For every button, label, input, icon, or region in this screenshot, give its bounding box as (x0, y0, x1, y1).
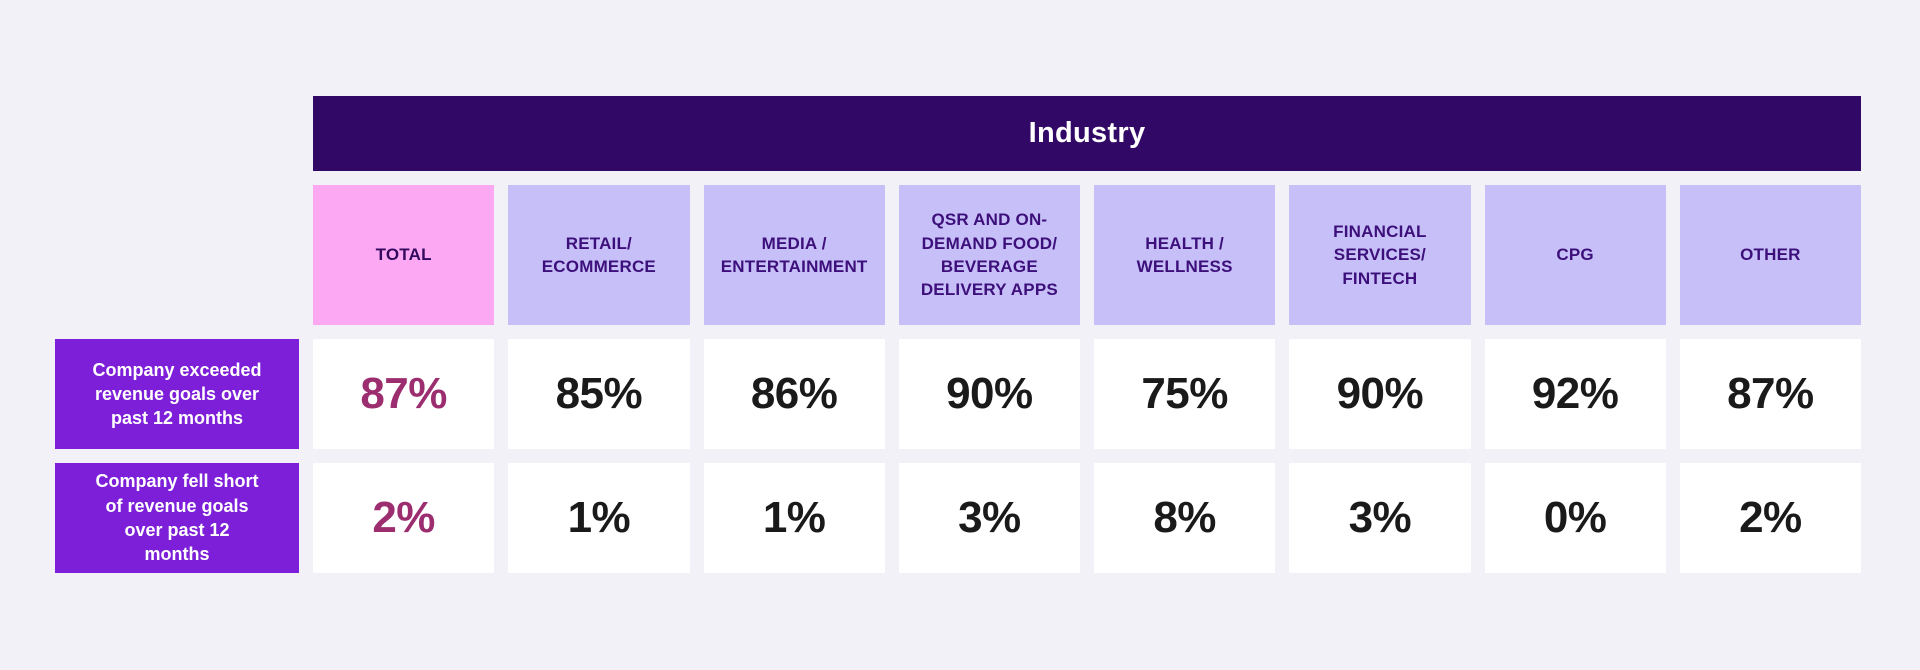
value-fell-short-total: 2% (313, 463, 495, 573)
value-fell-short-financial-fintech: 3% (1289, 463, 1471, 573)
value-exceeded-cpg: 92% (1484, 339, 1666, 449)
column-header-cpg: CPG (1484, 185, 1666, 325)
value-fell-short-cpg: 0% (1484, 463, 1666, 573)
column-header-total: TOTAL (313, 185, 495, 325)
column-header-financial-services-fintech: FINANCIAL SERVICES/ FINTECH (1289, 185, 1471, 325)
value-exceeded-media-entertainment: 86% (703, 339, 885, 449)
value-fell-short-other: 2% (1679, 463, 1861, 573)
column-header-media-entertainment: MEDIA / ENTERTAINMENT (703, 185, 885, 325)
row-label-exceeded-revenue-goals: Company exceeded revenue goals over past… (55, 339, 299, 449)
value-fell-short-retail-ecommerce: 1% (508, 463, 690, 573)
industry-table-grid: Industry TOTAL RETAIL/ ECOMMERCE MEDIA /… (55, 96, 1861, 573)
value-fell-short-qsr-food-delivery: 3% (898, 463, 1080, 573)
row-label-fell-short-revenue-goals: Company fell short of revenue goals over… (55, 463, 299, 573)
value-exceeded-health-wellness: 75% (1094, 339, 1276, 449)
column-header-qsr-on-demand-food-beverage-delivery-apps: QSR AND ON- DEMAND FOOD/ BEVERAGE DELIVE… (898, 185, 1080, 325)
value-exceeded-retail-ecommerce: 85% (508, 339, 690, 449)
value-fell-short-media-entertainment: 1% (703, 463, 885, 573)
value-fell-short-health-wellness: 8% (1094, 463, 1276, 573)
value-exceeded-qsr-food-delivery: 90% (898, 339, 1080, 449)
column-header-health-wellness: HEALTH / WELLNESS (1094, 185, 1276, 325)
value-exceeded-financial-fintech: 90% (1289, 339, 1471, 449)
value-exceeded-other: 87% (1679, 339, 1861, 449)
table-title-industry: Industry (313, 96, 1861, 171)
column-header-retail-ecommerce: RETAIL/ ECOMMERCE (508, 185, 690, 325)
value-exceeded-total: 87% (313, 339, 495, 449)
column-header-other: OTHER (1679, 185, 1861, 325)
